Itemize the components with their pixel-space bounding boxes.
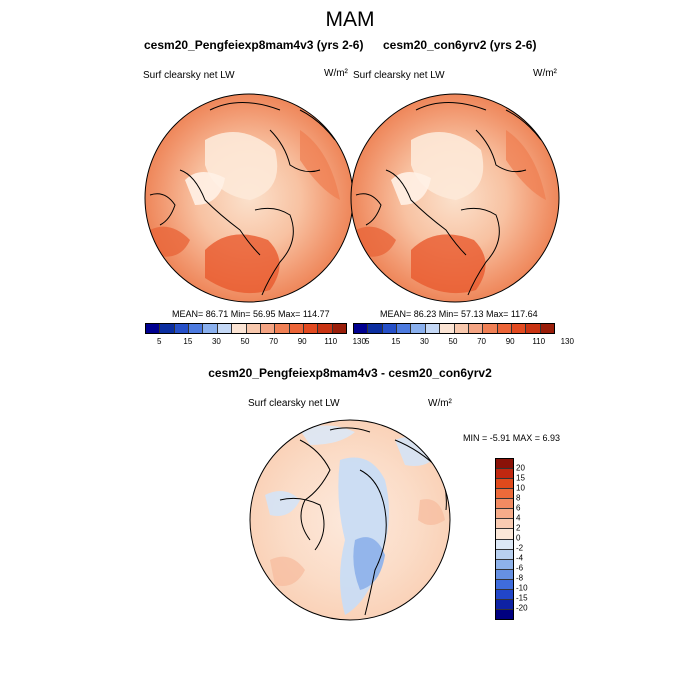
colorbar-swatch bbox=[217, 324, 233, 333]
colorbar-swatch bbox=[382, 324, 398, 333]
panel-2-title: cesm20_con6yrv2 (yrs 2-6) bbox=[383, 38, 537, 52]
colorbar-swatch bbox=[497, 324, 512, 333]
colorbar-tick-label: -15 bbox=[516, 593, 528, 603]
figure-title: MAM bbox=[325, 8, 375, 31]
colorbar-tick-label: 30 bbox=[211, 337, 221, 346]
panel-1-title: cesm20_Pengfeiexp8mam4v3 (yrs 2-6) bbox=[144, 38, 364, 52]
colorbar-tick-label: 15 bbox=[516, 473, 525, 483]
colorbar-swatch bbox=[368, 324, 383, 333]
colorbar-swatch bbox=[425, 324, 441, 333]
colorbar-swatch bbox=[511, 324, 527, 333]
colorbar-tick-label: 130 bbox=[352, 337, 366, 346]
colorbar-swatch bbox=[496, 479, 513, 490]
colorbar-swatch bbox=[275, 324, 290, 333]
colorbar-tick-label: 130 bbox=[560, 337, 574, 346]
colorbar-swatch bbox=[496, 469, 513, 480]
colorbar-tick-label: 10 bbox=[516, 483, 525, 493]
colorbar-tick-label: 110 bbox=[532, 337, 546, 346]
colorbar-swatch bbox=[174, 324, 190, 333]
colorbar-swatch bbox=[468, 324, 484, 333]
colorbar-swatch bbox=[496, 549, 513, 560]
colorbar-tick-label: -6 bbox=[516, 563, 524, 573]
colorbar-tick-label: 4 bbox=[516, 513, 521, 523]
colorbar-tick-label: 15 bbox=[391, 337, 401, 346]
panel-2-variable: Surf clearsky net LW bbox=[353, 70, 445, 81]
difference-variable: Surf clearsky net LW bbox=[248, 398, 340, 409]
colorbar-swatch bbox=[146, 324, 161, 333]
difference-stats: MIN = -5.91 MAX = 6.93 bbox=[463, 433, 561, 443]
colorbar-swatch bbox=[496, 589, 513, 600]
panel-1-variable: Surf clearsky net LW bbox=[143, 70, 235, 81]
colorbar-tick-label: 90 bbox=[505, 337, 515, 346]
colorbar-swatch bbox=[160, 324, 175, 333]
panel-1-units: W/m² bbox=[324, 68, 348, 79]
colorbar-swatch bbox=[496, 509, 513, 520]
difference-units: W/m² bbox=[428, 398, 452, 409]
colorbar-swatch bbox=[440, 324, 455, 333]
colorbar-tick-label: 6 bbox=[516, 503, 521, 513]
colorbar-tick-label: 50 bbox=[240, 337, 250, 346]
panel-1-map bbox=[145, 94, 353, 302]
colorbar-swatch bbox=[496, 539, 513, 550]
colorbar-tick-label: 50 bbox=[448, 337, 458, 346]
colorbar-tick-label: -8 bbox=[516, 573, 524, 583]
colorbar-tick-label: -4 bbox=[516, 553, 524, 563]
colorbar-swatch bbox=[496, 459, 513, 470]
colorbar-swatch bbox=[496, 569, 513, 580]
colorbar-tick-label: 2 bbox=[516, 523, 521, 533]
colorbar-tick-label: 70 bbox=[477, 337, 487, 346]
colorbar-tick-label: 70 bbox=[269, 337, 279, 346]
colorbar-swatch bbox=[189, 324, 204, 333]
panel-2-map bbox=[351, 94, 559, 302]
difference-map bbox=[250, 420, 450, 620]
colorbar-tick-label: -10 bbox=[516, 583, 528, 593]
colorbar-swatch bbox=[496, 559, 513, 570]
colorbar-swatch bbox=[246, 324, 261, 333]
panel-2-stats: MEAN= 86.23 Min= 57.13 Max= 117.64 bbox=[380, 309, 538, 319]
colorbar-swatch bbox=[411, 324, 426, 333]
colorbar-panel-2 bbox=[353, 323, 555, 334]
colorbar-swatch bbox=[232, 324, 247, 333]
colorbar-swatch bbox=[397, 324, 412, 333]
difference-title: cesm20_Pengfeiexp8mam4v3 - cesm20_con6yr… bbox=[208, 366, 492, 380]
colorbar-swatch bbox=[203, 324, 218, 333]
colorbar-tick-label: 90 bbox=[297, 337, 307, 346]
colorbar-tick-label: 0 bbox=[516, 533, 521, 543]
colorbar-swatch bbox=[260, 324, 276, 333]
colorbar-swatch bbox=[496, 519, 513, 530]
colorbar-swatch bbox=[540, 324, 555, 333]
colorbar-swatch bbox=[303, 324, 319, 333]
colorbar-swatch bbox=[332, 324, 347, 333]
colorbar-swatch bbox=[496, 579, 513, 590]
colorbar-swatch bbox=[289, 324, 304, 333]
colorbar-swatch bbox=[496, 609, 513, 619]
colorbar-tick-label: 110 bbox=[324, 337, 338, 346]
colorbar-tick-label: -20 bbox=[516, 603, 528, 613]
colorbar-swatch bbox=[483, 324, 498, 333]
colorbar-swatch bbox=[496, 599, 513, 610]
colorbar-difference bbox=[495, 458, 514, 620]
colorbar-tick-label: 5 bbox=[365, 337, 370, 346]
colorbar-swatch bbox=[526, 324, 541, 333]
colorbar-swatch bbox=[496, 499, 513, 510]
colorbar-tick-label: 5 bbox=[157, 337, 162, 346]
colorbar-tick-label: 20 bbox=[516, 463, 525, 473]
panel-2-units: W/m² bbox=[533, 68, 557, 79]
colorbar-tick-label: -2 bbox=[516, 543, 524, 553]
panel-1-stats: MEAN= 86.71 Min= 56.95 Max= 114.77 bbox=[172, 309, 330, 319]
colorbar-tick-label: 8 bbox=[516, 493, 521, 503]
colorbar-swatch bbox=[454, 324, 469, 333]
colorbar-swatch bbox=[354, 324, 369, 333]
colorbar-tick-label: 15 bbox=[183, 337, 193, 346]
colorbar-panel-1 bbox=[145, 323, 347, 334]
colorbar-swatch bbox=[496, 489, 513, 500]
colorbar-swatch bbox=[318, 324, 333, 333]
colorbar-swatch bbox=[496, 529, 513, 540]
colorbar-tick-label: 30 bbox=[419, 337, 429, 346]
